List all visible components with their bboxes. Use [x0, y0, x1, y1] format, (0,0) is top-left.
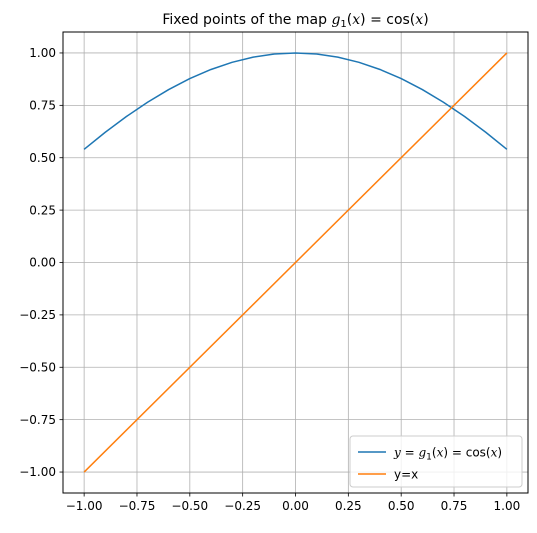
x-tick-label: 0.75 [441, 499, 468, 513]
legend-label-identity: y=x [394, 468, 418, 482]
y-tick-label: −1.00 [19, 465, 56, 479]
series-layer [83, 52, 508, 473]
series-line-identity [83, 52, 508, 473]
y-tick-label: 1.00 [29, 46, 56, 60]
title-rest1: ( [347, 12, 352, 28]
y-tick-label: 0.50 [29, 151, 56, 165]
y-tick-label: 0.75 [29, 99, 56, 113]
legend-g: g [418, 446, 426, 460]
x-tick-label: 1.00 [494, 499, 521, 513]
y-tick-label: 0.25 [29, 203, 56, 217]
legend-eq1: = [401, 446, 419, 460]
legend-x1: x [437, 446, 444, 460]
title-rest3: ) [423, 12, 428, 28]
title-x2: x [415, 12, 423, 28]
x-tick-label: 0.50 [388, 499, 415, 513]
legend-p3: ) [497, 446, 502, 460]
x-tick-label: 0.00 [282, 499, 309, 513]
title-prefix: Fixed points of the map [162, 12, 331, 28]
legend-y: y [393, 446, 401, 460]
legend-p1: ( [432, 446, 437, 460]
x-tick-label: −0.25 [224, 499, 261, 513]
y-tick-label: −0.50 [19, 360, 56, 374]
x-tick-label: −1.00 [66, 499, 103, 513]
x-tick-label: −0.75 [119, 499, 156, 513]
title-rest2: ) = cos( [360, 12, 415, 28]
ticks: −1.00 −0.75 −0.50 −0.25 0.00 0.25 0.50 0.75 1.00… [19, 46, 520, 513]
x-tick-label: −0.50 [171, 499, 208, 513]
y-tick-label: −0.75 [19, 413, 56, 427]
chart-title: Fixed points of the map g1(x) = cos(x) [162, 12, 428, 30]
legend-box [349, 435, 523, 488]
legend: y = g1(x) = cos(x) y=x [349, 435, 523, 488]
series-line-cos [83, 52, 508, 150]
title-g: g [331, 12, 340, 28]
legend-sub: 1 [426, 453, 432, 463]
x-tick-label: 0.25 [335, 499, 362, 513]
legend-x2: x [491, 446, 498, 460]
y-tick-label: −0.25 [19, 308, 56, 322]
legend-label-cos: y = g1(x) = cos(x) [393, 446, 502, 463]
legend-p2: ) = cos( [443, 446, 490, 460]
title-sub: 1 [340, 19, 346, 30]
y-tick-label: 0.00 [29, 256, 56, 270]
title-x1: x [352, 12, 360, 28]
